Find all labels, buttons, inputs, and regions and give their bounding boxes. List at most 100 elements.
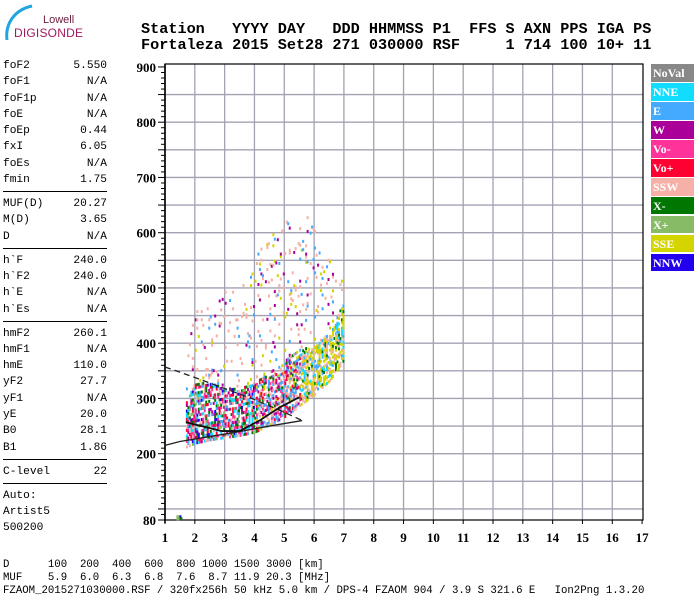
echo-point: [260, 383, 263, 387]
echo-point: [287, 307, 290, 311]
echo-point: [212, 412, 215, 416]
echo-point: [244, 302, 247, 306]
echo-point: [275, 403, 278, 407]
echo-point: [300, 397, 303, 401]
echo-point: [267, 421, 270, 425]
echo-point: [288, 378, 291, 382]
echo-point: [337, 363, 340, 367]
echo-point: [290, 385, 293, 389]
echo-point: [294, 371, 297, 375]
echo-point: [194, 386, 197, 390]
echo-point: [312, 352, 315, 356]
echo-point: [331, 328, 334, 332]
echo-point: [285, 358, 288, 362]
echo-point: [276, 293, 279, 297]
echo-point: [337, 322, 340, 326]
echo-point: [194, 408, 197, 412]
echo-point: [229, 399, 232, 403]
echo-point: [291, 362, 294, 366]
echo-point: [294, 387, 297, 391]
param-value: N/A: [86, 76, 107, 89]
echo-point: [249, 401, 252, 405]
echo-point: [212, 385, 215, 389]
echo-point: [227, 407, 230, 411]
echo-point: [288, 373, 291, 377]
echo-point: [284, 409, 287, 413]
echo-point: [297, 355, 300, 359]
echo-point: [279, 373, 282, 377]
echo-point: [212, 396, 215, 400]
echo-point: [300, 366, 303, 370]
echo-point: [270, 389, 273, 393]
echo-point: [337, 328, 340, 332]
echo-point: [331, 374, 334, 378]
echo-point: [209, 407, 212, 411]
echo-point: [212, 429, 215, 433]
echo-point: [273, 407, 276, 411]
echo-point: [297, 402, 300, 406]
echo-point: [342, 354, 345, 358]
echo-point: [224, 389, 227, 393]
echo-point: [321, 341, 324, 345]
echo-point: [188, 416, 191, 420]
echo-point: [202, 417, 205, 421]
y-tick-label: 500: [137, 281, 157, 296]
echo-point: [269, 376, 272, 380]
echo-point: [235, 318, 238, 322]
echo-point: [302, 360, 305, 364]
echo-point: [287, 357, 290, 361]
echo-point: [255, 402, 258, 406]
echo-point: [324, 344, 327, 348]
x-tick-label: 3: [221, 530, 228, 545]
echo-point: [244, 391, 247, 395]
echo-point: [337, 344, 340, 348]
echo-point: [318, 355, 321, 359]
echo-point: [306, 390, 309, 394]
echo-point: [300, 378, 303, 382]
echo-point: [321, 265, 324, 269]
echo-point: [260, 391, 263, 395]
echo-point: [273, 418, 276, 422]
echo-point: [194, 411, 197, 415]
echo-point: [308, 358, 311, 362]
echo-point: [187, 422, 190, 426]
echo-point: [288, 339, 291, 343]
echo-point: [312, 371, 315, 375]
echo-point: [334, 345, 337, 349]
echo-point: [227, 391, 230, 395]
echo-point: [318, 383, 321, 387]
echo-point: [224, 402, 227, 406]
echo-point: [267, 242, 270, 246]
echo-point: [305, 307, 308, 311]
echo-point: [285, 386, 288, 390]
echo-point: [272, 382, 275, 386]
echo-point: [200, 382, 203, 386]
echo-point: [191, 409, 194, 413]
echo-point: [254, 402, 257, 406]
legend-label: NoVal: [653, 66, 685, 80]
echo-point: [261, 377, 264, 381]
echo-point: [220, 403, 223, 407]
echo-point: [311, 386, 314, 390]
divider: [3, 188, 107, 196]
legend-label: X+: [653, 217, 669, 232]
echo-point: [220, 431, 223, 435]
echo-point: [220, 369, 223, 373]
echo-point: [269, 307, 272, 311]
echo-point: [331, 275, 334, 279]
echo-point: [272, 233, 275, 237]
param-label: h`E: [3, 287, 24, 300]
echo-point: [331, 333, 334, 337]
param-value: N/A: [86, 157, 107, 170]
echo-point: [269, 401, 272, 405]
echo-point: [244, 410, 247, 414]
echo-point: [323, 368, 326, 372]
echo-point: [318, 372, 321, 376]
echo-point: [300, 394, 303, 398]
echo-point: [229, 299, 232, 302]
echo-point: [267, 418, 270, 422]
echo-point: [247, 429, 250, 433]
echo-point: [258, 268, 261, 272]
echo-point: [285, 411, 288, 415]
echo-point: [336, 341, 339, 345]
